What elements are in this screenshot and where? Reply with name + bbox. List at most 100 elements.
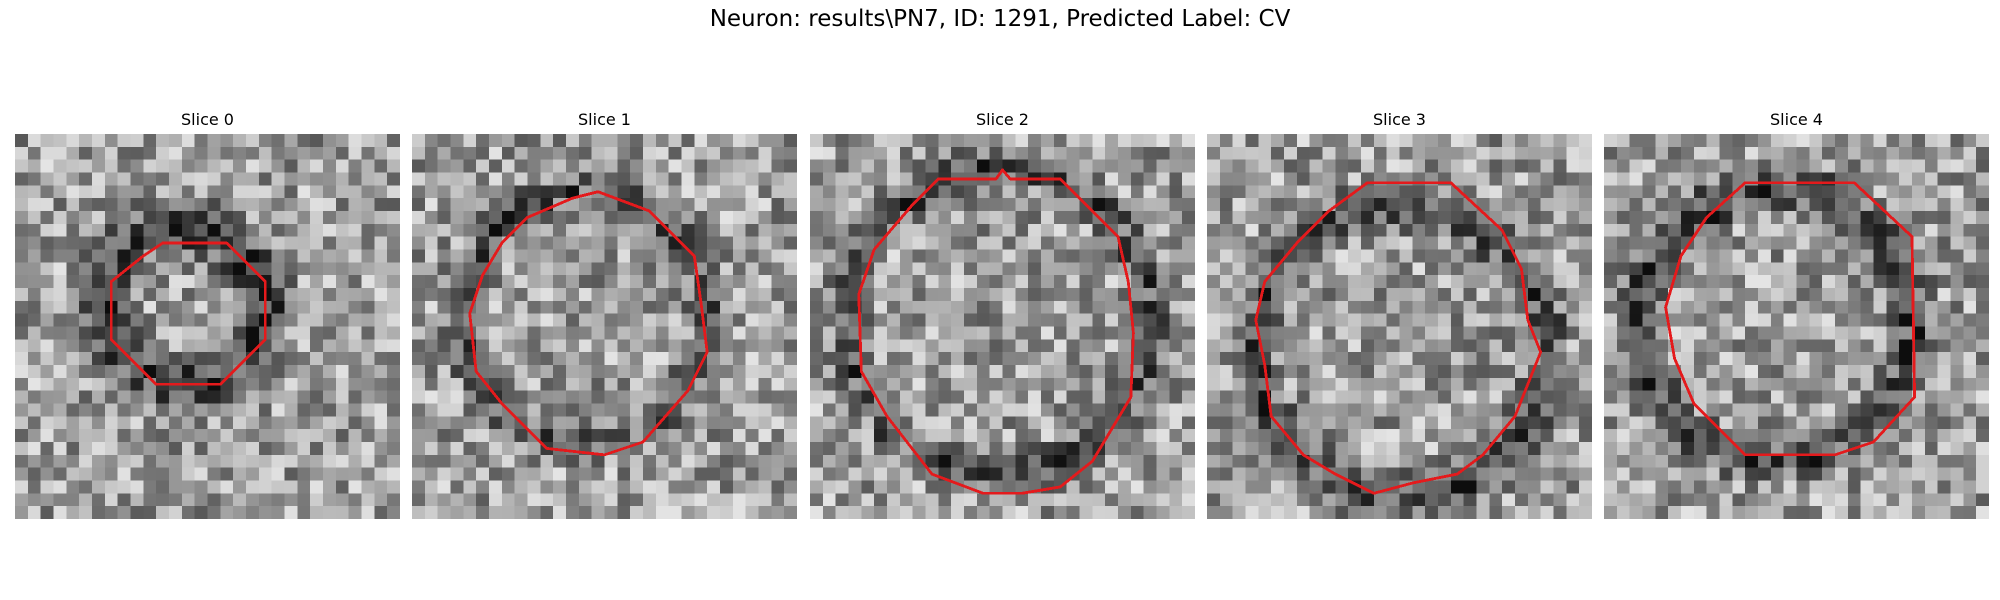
image-pixel — [1169, 506, 1183, 519]
image-pixel — [40, 326, 54, 340]
image-pixel — [79, 403, 93, 417]
image-pixel — [1770, 236, 1784, 250]
image-pixel — [387, 172, 400, 186]
image-pixel — [348, 275, 362, 289]
image-pixel — [861, 236, 875, 250]
image-pixel — [1105, 262, 1119, 276]
image-pixel — [758, 442, 772, 456]
image-pixel — [540, 506, 554, 519]
image-pixel — [1361, 365, 1375, 379]
image-pixel — [1937, 146, 1951, 160]
image-pixel — [1309, 442, 1323, 456]
image-pixel — [1976, 146, 1989, 160]
image-pixel — [681, 454, 695, 468]
image-pixel — [1156, 339, 1170, 353]
image-pixel — [1847, 185, 1861, 199]
image-pixel — [514, 403, 528, 417]
image-pixel — [1450, 416, 1464, 430]
image-pixel — [1796, 249, 1810, 263]
image-pixel — [1399, 454, 1413, 468]
image-pixel — [1335, 159, 1349, 173]
image-pixel — [835, 365, 849, 379]
image-pixel — [207, 416, 221, 430]
image-pixel — [335, 377, 349, 391]
image-pixel — [732, 480, 746, 494]
image-pixel — [1232, 185, 1246, 199]
image-pixel — [1642, 146, 1656, 160]
image-pixel — [1963, 442, 1977, 456]
image-pixel — [553, 236, 567, 250]
image-pixel — [181, 403, 195, 417]
image-pixel — [771, 429, 785, 443]
image-pixel — [899, 352, 913, 366]
image-pixel — [1412, 198, 1426, 212]
image-pixel — [387, 377, 400, 391]
image-pixel — [1258, 159, 1272, 173]
image-pixel — [284, 249, 298, 263]
image-pixel — [1425, 262, 1439, 276]
image-pixel — [1232, 236, 1246, 250]
image-pixel — [1629, 454, 1643, 468]
image-pixel — [1963, 211, 1977, 225]
image-pixel — [527, 467, 541, 481]
image-pixel — [566, 365, 580, 379]
image-pixel — [1105, 352, 1119, 366]
image-pixel — [1758, 416, 1772, 430]
image-pixel — [15, 365, 29, 379]
image-pixel — [1758, 223, 1772, 237]
image-pixel — [720, 506, 734, 519]
image-pixel — [476, 185, 490, 199]
image-pixel — [1143, 442, 1157, 456]
image-pixel — [1015, 339, 1029, 353]
image-pixel — [810, 172, 824, 186]
image-pixel — [1796, 377, 1810, 391]
image-pixel — [578, 365, 592, 379]
image-pixel — [822, 352, 836, 366]
image-pixel — [66, 275, 80, 289]
image-pixel — [258, 403, 272, 417]
image-pixel — [361, 198, 375, 212]
image-pixel — [194, 454, 208, 468]
image-pixel — [566, 429, 580, 443]
image-pixel — [1706, 377, 1720, 391]
image-pixel — [643, 249, 657, 263]
image-pixel — [835, 339, 849, 353]
image-pixel — [1912, 506, 1926, 519]
image-pixel — [591, 236, 605, 250]
image-pixel — [40, 493, 54, 507]
image-pixel — [1219, 236, 1233, 250]
image-pixel — [1348, 365, 1362, 379]
image-pixel — [489, 146, 503, 160]
image-pixel — [156, 262, 170, 276]
image-pixel — [1976, 493, 1989, 507]
image-pixel — [617, 506, 631, 519]
image-pixel — [66, 236, 80, 250]
image-pixel — [40, 300, 54, 314]
image-pixel — [951, 377, 965, 391]
image-pixel — [655, 403, 669, 417]
image-pixel — [1899, 172, 1913, 186]
image-pixel — [989, 185, 1003, 199]
image-pixel — [887, 223, 901, 237]
image-pixel — [1463, 288, 1477, 302]
image-pixel — [1002, 506, 1016, 519]
image-pixel — [27, 185, 41, 199]
image-pixel — [1616, 377, 1630, 391]
image-pixel — [1245, 339, 1259, 353]
image-pixel — [27, 172, 41, 186]
image-pixel — [771, 416, 785, 430]
image-pixel — [938, 442, 952, 456]
image-pixel — [297, 377, 311, 391]
image-pixel — [143, 416, 157, 430]
image-pixel — [1066, 326, 1080, 340]
image-pixel — [1476, 352, 1490, 366]
image-pixel — [707, 403, 721, 417]
image-pixel — [1322, 236, 1336, 250]
image-pixel — [1118, 377, 1132, 391]
image-pixel — [540, 236, 554, 250]
image-pixel — [1079, 146, 1093, 160]
image-pixel — [745, 416, 759, 430]
image-pixel — [1182, 493, 1195, 507]
image-pixel — [1681, 159, 1695, 173]
image-pixel — [989, 288, 1003, 302]
